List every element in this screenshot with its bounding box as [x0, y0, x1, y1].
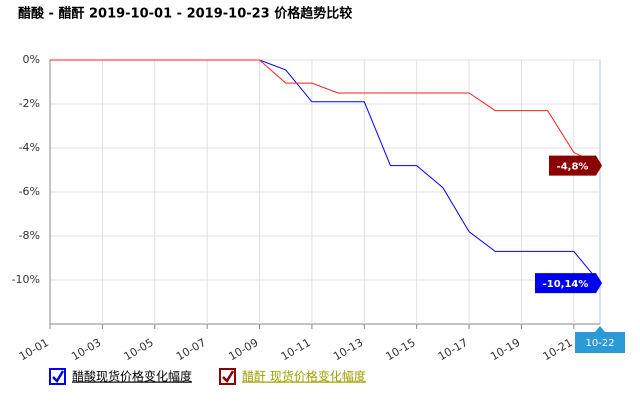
- y-tick-label: -10%: [12, 273, 40, 286]
- value-label-box: [549, 155, 602, 176]
- chart-title: 醋酸 - 醋酐 2019-10-01 - 2019-10-23 价格趋势比较: [18, 6, 352, 22]
- y-tick-label: -4%: [19, 141, 40, 154]
- x-tick-label: 10-15: [383, 336, 417, 363]
- legend-label[interactable]: 醋酐 现货价格变化幅度: [242, 369, 366, 384]
- legend-label[interactable]: 醋酸现货价格变化幅度: [72, 369, 192, 384]
- value-label-box: [535, 273, 602, 294]
- x-tick-label: 10-19: [488, 336, 522, 363]
- x-tick-label: 10-11: [279, 336, 313, 363]
- x-tick-label: 10-09: [226, 336, 260, 363]
- series-line: [50, 59, 601, 167]
- series-line: [50, 59, 601, 284]
- y-tick-label: -6%: [19, 185, 40, 198]
- y-tick-label: -2%: [19, 97, 40, 110]
- x-tick-label: 10-03: [69, 336, 103, 363]
- y-tick-label: -8%: [19, 229, 40, 242]
- x-tick-label: 10-17: [436, 336, 470, 363]
- x-tick-label: 10-05: [122, 336, 156, 363]
- x-tick-label: 10-01: [17, 336, 51, 363]
- legend-check: [52, 370, 65, 384]
- crosshair-label: 10-22: [585, 338, 614, 349]
- legend-check: [222, 370, 235, 384]
- value-label: -10,14%: [543, 279, 589, 290]
- value-label: -4,8%: [557, 162, 589, 173]
- crosshair-label-box: [575, 326, 625, 353]
- x-tick-label: 10-21: [541, 336, 575, 363]
- x-tick-label: 10-07: [174, 336, 208, 363]
- y-tick-label: 0%: [23, 53, 40, 66]
- x-tick-label: 10-13: [331, 336, 365, 363]
